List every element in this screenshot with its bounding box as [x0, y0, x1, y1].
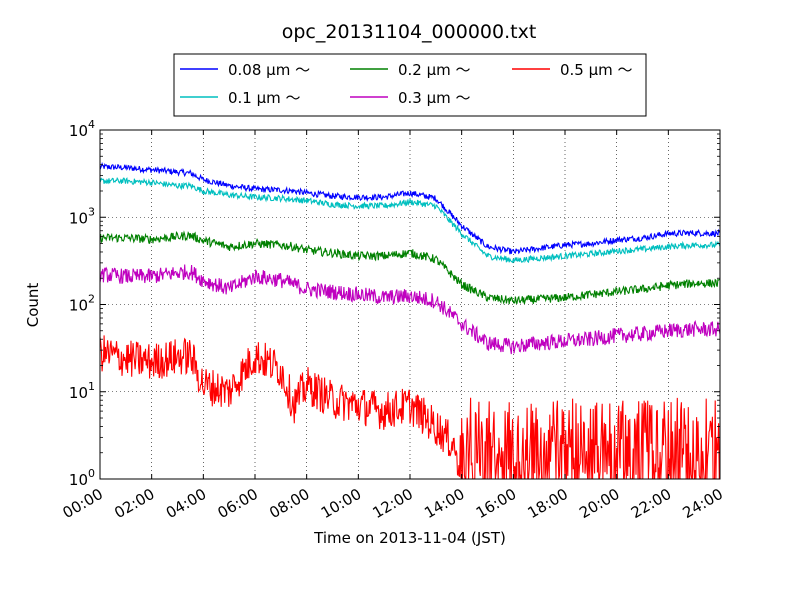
- y-tick-base: 10: [69, 471, 88, 489]
- axis-ticks: [99, 129, 721, 480]
- legend-label: 0.3 μm ～: [398, 89, 471, 107]
- y-tick-label: 104: [69, 118, 95, 140]
- y-tick-exponent: 2: [88, 293, 95, 306]
- chart-title: opc_20131104_000000.txt: [282, 21, 537, 43]
- y-tick-base: 10: [69, 384, 88, 402]
- y-tick-label: 103: [69, 205, 95, 227]
- y-tick-exponent: 1: [88, 380, 95, 393]
- series-line-2: [100, 230, 720, 305]
- legend: 0.08 μm ～ 0.1 μm ～ 0.2 μm ～ 0.3 μm ～ 0.5 μm …: [173, 53, 647, 117]
- series-line-4: [100, 335, 720, 479]
- series-line-3: [100, 264, 720, 355]
- grid-lines: [100, 130, 720, 479]
- y-tick-exponent: 4: [88, 118, 95, 131]
- y-tick-label: 100: [69, 467, 95, 489]
- series-line-0: [100, 161, 720, 255]
- series-line-1: [100, 176, 720, 264]
- y-tick-exponent: 0: [88, 467, 95, 480]
- y-tick-label: 102: [69, 293, 95, 315]
- legend-label: 0.5 μm ～: [560, 61, 633, 79]
- y-tick-base: 10: [69, 122, 88, 140]
- legend-label: 0.2 μm ～: [398, 61, 471, 79]
- y-tick-base: 10: [69, 297, 88, 315]
- legend-box: [173, 53, 647, 117]
- y-tick-label: 101: [69, 380, 95, 402]
- series-lines: [100, 161, 720, 479]
- y-tick-base: 10: [69, 209, 88, 227]
- x-axis-label: Time on 2013-11-04 (JST): [313, 529, 506, 547]
- legend-label: 0.08 μm ～: [228, 61, 310, 79]
- legend-label: 0.1 μm ～: [228, 89, 301, 107]
- y-tick-exponent: 3: [88, 205, 95, 218]
- y-axis-label: Count: [24, 283, 42, 328]
